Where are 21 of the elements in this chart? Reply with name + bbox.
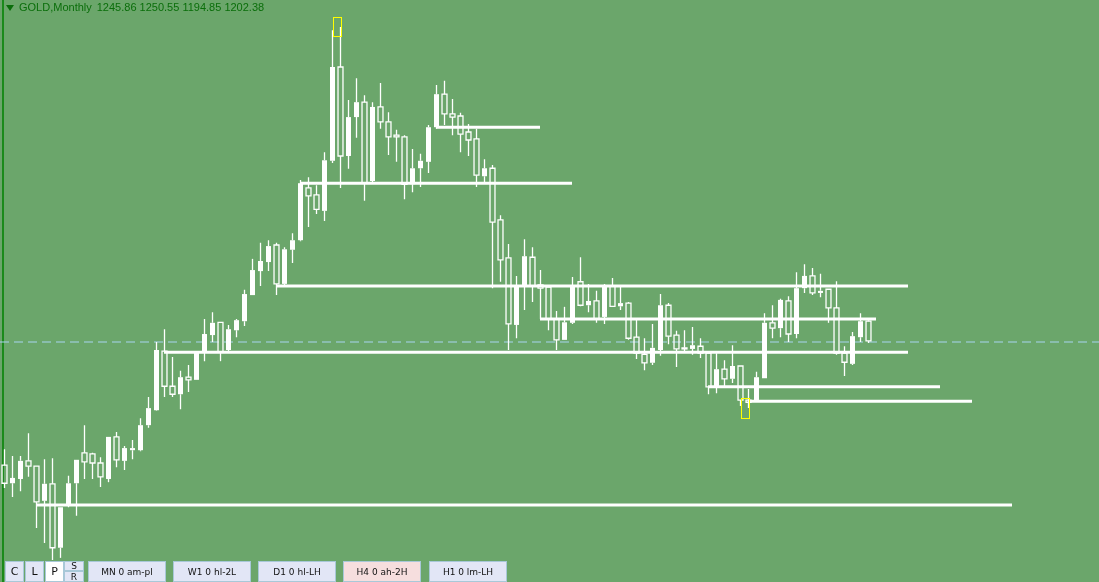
text: H1 0 lm-LH (429, 561, 507, 582)
candlestick (178, 370, 183, 410)
candlestick (10, 455, 15, 498)
text: D1 0 hl-LH (258, 561, 336, 582)
text: P (45, 561, 64, 582)
candlestick (185, 364, 192, 393)
text: S (64, 561, 84, 571)
candlestick (346, 99, 351, 170)
text: MN 0 am-pl (88, 561, 166, 582)
candlestick (1, 448, 8, 489)
chart-title: GOLD,Monthly (19, 1, 92, 14)
candlestick (290, 232, 295, 264)
text: H4 0 ah-2H (343, 561, 421, 582)
candlestick (354, 77, 359, 139)
candlestick (258, 242, 263, 287)
text: L (25, 561, 44, 582)
text: R (64, 571, 84, 582)
text: W1 0 hl-2L (173, 561, 251, 582)
text: 1245.86 1250.55 1194.85 1202.38 (96, 1, 265, 14)
candlestick (330, 29, 335, 164)
text: C (5, 561, 24, 582)
